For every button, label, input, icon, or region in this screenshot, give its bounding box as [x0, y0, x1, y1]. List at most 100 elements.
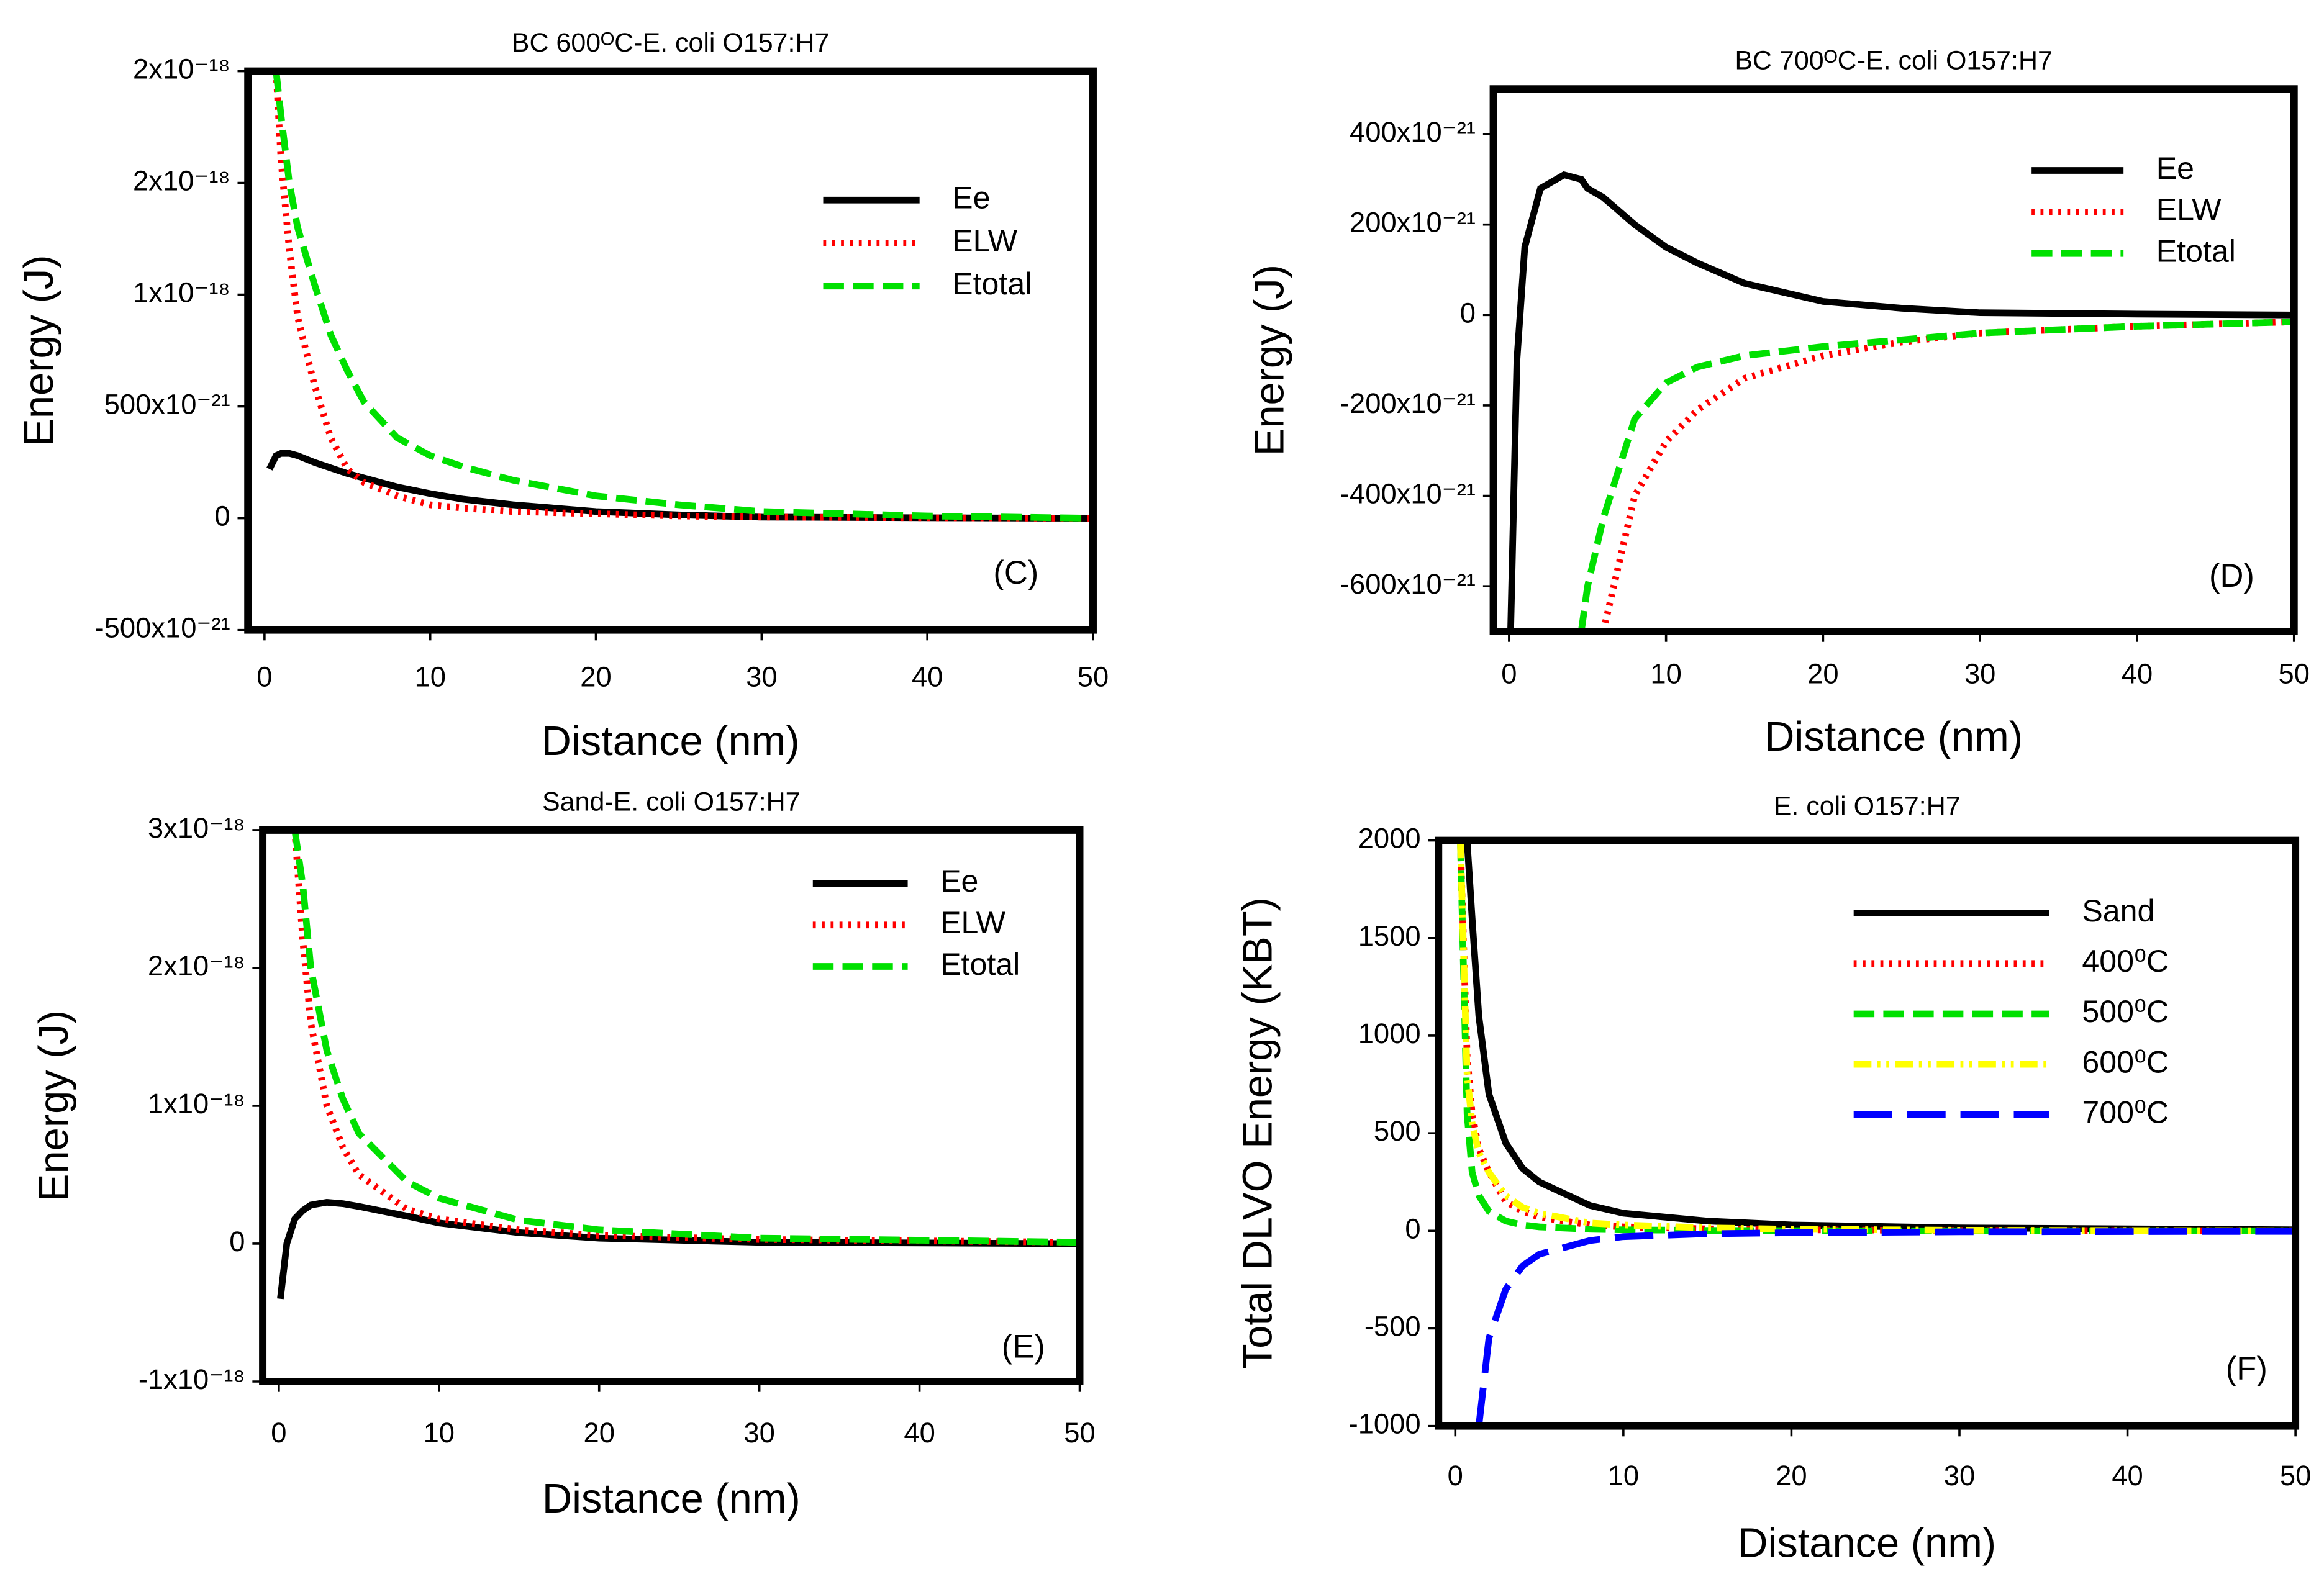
- y-tick-label: 200x10⁻²¹: [1350, 207, 1476, 238]
- legend-label: Ee: [940, 864, 978, 898]
- x-tick-label: 0: [271, 1417, 286, 1449]
- y-tick-label: -1000: [1349, 1408, 1421, 1440]
- x-tick-label: 40: [904, 1417, 935, 1449]
- plot-frame: [259, 826, 1084, 1385]
- y-tick-label: -500x10⁻²¹: [95, 612, 230, 644]
- x-tick-label: 20: [1776, 1460, 1807, 1491]
- legend-label: ELW: [952, 224, 1018, 258]
- y-tick-label: 500x10⁻²¹: [104, 389, 230, 420]
- x-tick-label: 0: [1448, 1460, 1463, 1491]
- series-line: [273, 71, 1093, 522]
- panel-label: (D): [2209, 558, 2254, 594]
- series-line: [277, 1198, 1080, 1300]
- x-tick-label: 0: [1501, 658, 1517, 690]
- x-tick-label: 30: [743, 1417, 774, 1449]
- legend-label: 700⁰C: [2082, 1095, 2169, 1130]
- plot-lines: [277, 830, 1080, 1300]
- x-tick-label: 30: [1944, 1460, 1975, 1491]
- series-line: [1463, 840, 2296, 1234]
- y-tick-label: 1500: [1358, 920, 1421, 952]
- panel-label: (C): [993, 554, 1038, 591]
- y-tick-label: 500: [1374, 1115, 1421, 1147]
- x-tick-label: 50: [2279, 658, 2310, 690]
- y-tick-label: 2x10⁻¹⁸: [148, 950, 245, 982]
- y-tick-label: 400x10⁻²¹: [1350, 116, 1476, 148]
- plot-lines: [1507, 171, 2294, 632]
- chart-title: BC 600ᴼC-E. coli O157:H7: [512, 28, 830, 58]
- x-tick-label: 0: [256, 661, 272, 692]
- series-line: [1457, 840, 2296, 1234]
- x-tick-label: 40: [912, 661, 943, 692]
- y-tick-label: 1000: [1358, 1018, 1421, 1049]
- y-tick-label: 3x10⁻¹⁸: [148, 812, 245, 844]
- series-line: [1507, 171, 2294, 632]
- x-tick-label: 10: [414, 661, 445, 692]
- y-axis-label: Energy (J): [30, 1010, 77, 1201]
- x-axis-label: Distance (nm): [1738, 1520, 1996, 1567]
- panel-label: (E): [1002, 1328, 1045, 1365]
- y-tick-label: 0: [229, 1226, 245, 1257]
- x-axis-label: Distance (nm): [1764, 713, 2023, 760]
- plot-lines: [1457, 840, 2296, 1426]
- y-tick-label: 1x10⁻¹⁸: [148, 1088, 245, 1119]
- series-line: [1457, 840, 2296, 1234]
- series-line: [1475, 1228, 2296, 1426]
- x-tick-label: 10: [424, 1417, 455, 1449]
- chart-title: E. coli O157:H7: [1774, 791, 1961, 821]
- panel-label: (F): [2226, 1350, 2267, 1387]
- series-line: [1600, 318, 2294, 632]
- chart-title: Sand-E. coli O157:H7: [542, 787, 801, 816]
- y-tick-label: 2000: [1358, 823, 1421, 854]
- y-tick-label: -200x10⁻²¹: [1340, 387, 1476, 419]
- x-tick-label: 50: [2280, 1460, 2311, 1491]
- legend-label: Sand: [2082, 893, 2154, 928]
- y-tick-label: 0: [1405, 1213, 1420, 1244]
- y-axis-label: Energy (J): [1246, 265, 1293, 456]
- chart-panel: BC 600ᴼC-E. coli O157:H7 Distance (nm) Ene…: [16, 28, 1109, 764]
- chart-title: BC 700ᴼC-E. coli O157:H7: [1735, 46, 2053, 76]
- y-tick-label: -400x10⁻²¹: [1340, 478, 1476, 510]
- x-tick-label: 50: [1064, 1417, 1095, 1449]
- x-tick-label: 20: [584, 1417, 615, 1449]
- legend-label: ELW: [2156, 192, 2222, 227]
- legend-label: 600⁰C: [2082, 1044, 2169, 1079]
- series-line: [1457, 840, 2296, 1234]
- y-tick-label: 0: [1460, 297, 1476, 328]
- y-tick-label: 1x10⁻¹⁸: [133, 277, 230, 309]
- x-tick-label: 50: [1078, 661, 1109, 692]
- y-tick-label: -500: [1364, 1310, 1421, 1342]
- y-tick-label: -600x10⁻²¹: [1340, 568, 1476, 600]
- legend-label: 400⁰C: [2082, 944, 2169, 979]
- legend-label: Ee: [952, 181, 990, 215]
- y-tick-label: 2x10⁻¹⁸: [133, 165, 230, 197]
- legend-label: Ee: [2156, 151, 2194, 186]
- x-tick-label: 20: [1807, 658, 1838, 690]
- series-line: [273, 71, 1093, 522]
- x-axis-label: Distance (nm): [542, 1475, 801, 1522]
- chart-panel: E. coli O157:H7 Distance (nm) Total DLVO E…: [1234, 791, 2311, 1566]
- legend-label: Etotal: [2156, 233, 2236, 268]
- legend-label: 500⁰C: [2082, 994, 2169, 1029]
- y-axis-label: Energy (J): [16, 255, 62, 446]
- series-line: [291, 830, 1080, 1246]
- y-tick-label: -1x10⁻¹⁸: [138, 1364, 245, 1395]
- x-axis-label: Distance (nm): [542, 718, 800, 764]
- legend-label: ELW: [940, 905, 1006, 940]
- x-tick-label: 40: [2122, 658, 2153, 690]
- x-tick-label: 40: [2112, 1460, 2143, 1491]
- x-tick-label: 30: [1964, 658, 1995, 690]
- legend-label: Etotal: [952, 266, 1032, 301]
- y-tick-label: 0: [214, 500, 230, 532]
- plot-frame: [1489, 85, 2298, 635]
- chart-panel: BC 700ᴼC-E. coli O157:H7 Distance (nm) Ene…: [1246, 46, 2310, 760]
- series-line: [1577, 318, 2294, 632]
- plot-lines: [266, 71, 1093, 522]
- plot-frame: [1435, 836, 2300, 1430]
- legend-label: Etotal: [940, 947, 1020, 982]
- series-line: [266, 450, 1093, 522]
- x-tick-label: 20: [580, 661, 611, 692]
- x-tick-label: 30: [746, 661, 777, 692]
- x-tick-label: 10: [1608, 1460, 1639, 1491]
- series-line: [291, 830, 1080, 1246]
